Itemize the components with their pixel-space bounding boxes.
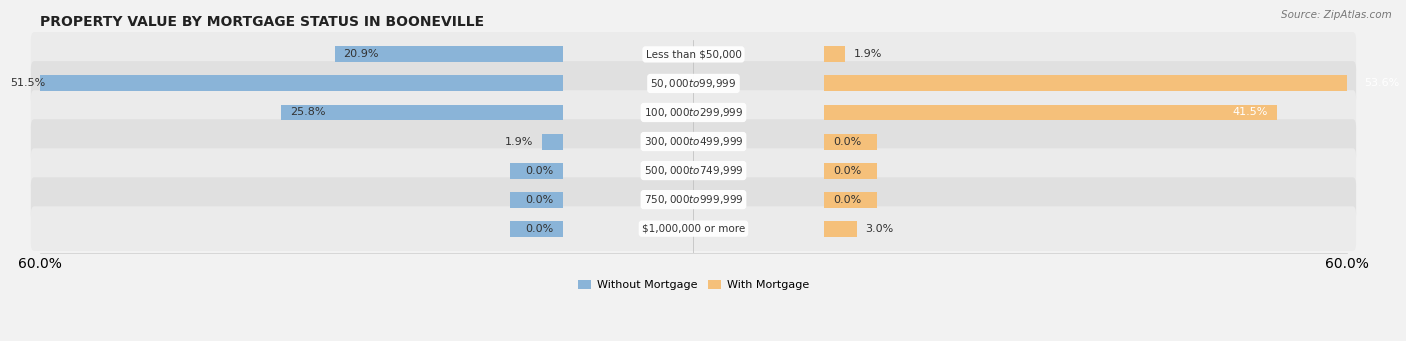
FancyBboxPatch shape [31, 90, 1357, 135]
Text: 1.9%: 1.9% [853, 49, 882, 59]
Text: Source: ZipAtlas.com: Source: ZipAtlas.com [1281, 10, 1392, 20]
Bar [281, 104, 562, 120]
Bar [510, 163, 562, 179]
Text: $50,000 to $99,999: $50,000 to $99,999 [651, 77, 737, 90]
Bar [824, 134, 876, 149]
Bar [335, 46, 562, 62]
Text: 25.8%: 25.8% [290, 107, 326, 118]
Text: 51.5%: 51.5% [10, 78, 45, 88]
Text: $100,000 to $299,999: $100,000 to $299,999 [644, 106, 744, 119]
Bar [510, 192, 562, 208]
Text: 1.9%: 1.9% [505, 136, 533, 147]
Legend: Without Mortgage, With Mortgage: Without Mortgage, With Mortgage [574, 276, 814, 295]
Text: 41.5%: 41.5% [1233, 107, 1268, 118]
Text: Less than $50,000: Less than $50,000 [645, 49, 741, 59]
Bar [824, 163, 876, 179]
FancyBboxPatch shape [31, 177, 1357, 222]
Text: 20.9%: 20.9% [343, 49, 380, 59]
FancyBboxPatch shape [31, 148, 1357, 193]
Text: 0.0%: 0.0% [526, 166, 554, 176]
Bar [510, 221, 562, 237]
Text: PROPERTY VALUE BY MORTGAGE STATUS IN BOONEVILLE: PROPERTY VALUE BY MORTGAGE STATUS IN BOO… [39, 15, 484, 29]
Text: 3.0%: 3.0% [866, 224, 894, 234]
Text: $500,000 to $749,999: $500,000 to $749,999 [644, 164, 744, 177]
Bar [824, 192, 876, 208]
Bar [824, 75, 1406, 91]
Text: 0.0%: 0.0% [832, 166, 862, 176]
Text: 0.0%: 0.0% [526, 195, 554, 205]
Bar [824, 46, 845, 62]
FancyBboxPatch shape [31, 206, 1357, 251]
Text: 53.6%: 53.6% [1364, 78, 1400, 88]
FancyBboxPatch shape [31, 61, 1357, 106]
Text: $300,000 to $499,999: $300,000 to $499,999 [644, 135, 744, 148]
Bar [824, 104, 1277, 120]
Bar [541, 134, 562, 149]
FancyBboxPatch shape [31, 119, 1357, 164]
Text: 0.0%: 0.0% [526, 224, 554, 234]
Text: $750,000 to $999,999: $750,000 to $999,999 [644, 193, 744, 206]
Text: 0.0%: 0.0% [832, 195, 862, 205]
Text: $1,000,000 or more: $1,000,000 or more [643, 224, 745, 234]
Text: 0.0%: 0.0% [832, 136, 862, 147]
Bar [824, 221, 856, 237]
FancyBboxPatch shape [31, 32, 1357, 77]
Bar [1, 75, 562, 91]
